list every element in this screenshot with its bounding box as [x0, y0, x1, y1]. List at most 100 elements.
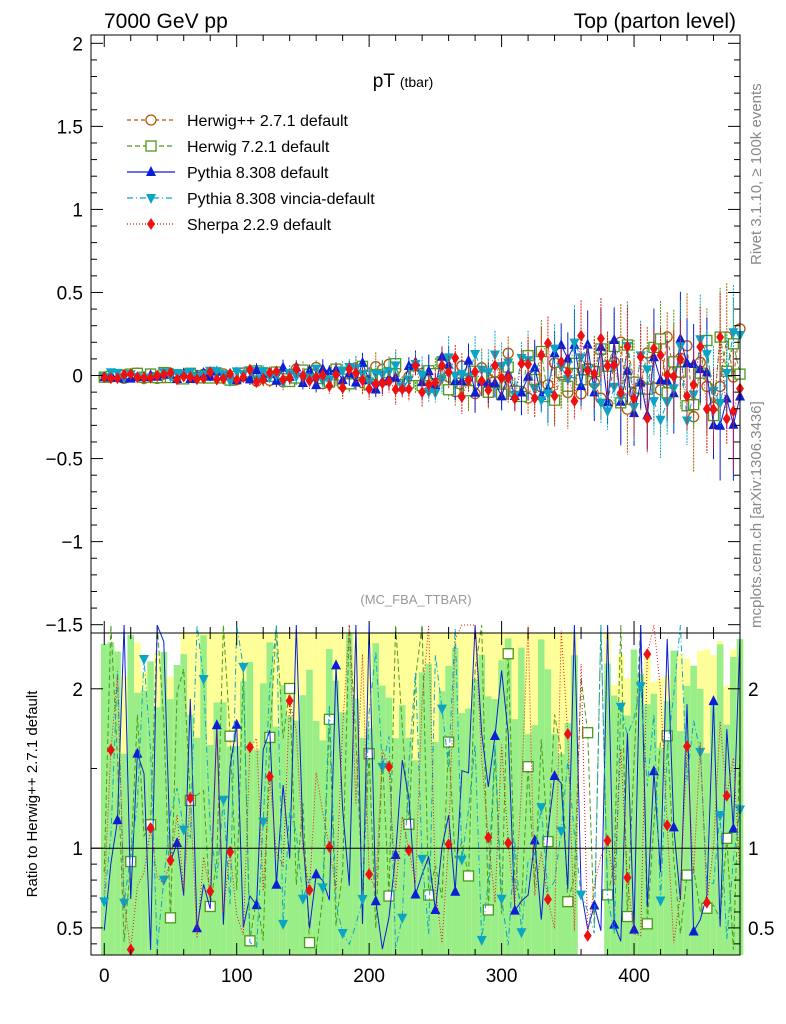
ratio-data-point	[615, 702, 626, 713]
data-point	[636, 350, 645, 363]
data-point	[683, 389, 692, 402]
ratio-data-point	[284, 682, 296, 695]
data-point	[231, 367, 242, 378]
ratio-data-point	[509, 904, 520, 915]
data-point	[630, 392, 639, 405]
data-point	[225, 376, 236, 387]
data-point	[212, 373, 221, 386]
ratio-series-2	[103, 624, 741, 951]
data-point	[298, 369, 307, 382]
data-point	[582, 338, 593, 349]
ratio-band-inner	[538, 639, 545, 955]
data-point	[524, 358, 533, 371]
ratio-band-inner	[213, 702, 221, 955]
ratio-band-inner	[153, 707, 161, 955]
ratio-data-point	[504, 837, 513, 850]
data-point	[305, 374, 314, 387]
data-point	[688, 390, 699, 401]
ratio-band-inner	[312, 721, 320, 955]
ratio-band-inner	[140, 690, 148, 955]
ratio-band-inner	[544, 669, 552, 955]
ratio-band-inner	[670, 650, 678, 955]
main-title: pT (tbar)	[373, 71, 434, 92]
ratio-band-inner	[478, 654, 486, 955]
ratio-band-inner	[240, 681, 247, 955]
ratio-data-point	[623, 871, 632, 884]
mcplots-label: mcplots.cern.ch [arXiv:1306.3436]	[748, 401, 765, 628]
data-point	[721, 368, 732, 379]
ratio-data-point	[695, 747, 706, 758]
ratio-band-inner	[134, 692, 141, 955]
ratio-band-inner	[683, 685, 691, 955]
ratio-band-inner	[206, 744, 214, 955]
data-point	[517, 357, 526, 370]
ratio-ytick-label: 0.5	[57, 919, 83, 940]
data-point	[722, 412, 731, 425]
ratio-ytick-label: 2	[72, 680, 83, 701]
data-point	[471, 365, 480, 378]
ratio-ytick-label-right: 2	[748, 680, 759, 701]
ratio-band-inner	[160, 651, 168, 955]
legend-marker	[147, 218, 155, 230]
ratio-data-point	[582, 727, 594, 739]
ratio-data-point	[410, 888, 421, 899]
data-point	[265, 366, 274, 379]
ratio-band-inner	[571, 655, 578, 955]
data-point	[411, 359, 420, 372]
ratio-data-point	[715, 811, 726, 822]
ratio-data-point	[178, 825, 189, 836]
data-point	[179, 370, 188, 383]
ratio-data-point	[702, 896, 711, 909]
ratio-band-inner	[147, 661, 154, 955]
data-point	[543, 337, 552, 350]
ratio-data-point	[172, 836, 183, 847]
ratio-data-point	[681, 869, 693, 881]
data-point	[701, 350, 712, 361]
data-point	[496, 362, 507, 373]
ratio-data-point	[516, 928, 527, 939]
data-point	[504, 371, 513, 384]
legend-label: Pythia 8.308 vincia-default	[187, 191, 375, 208]
ratio-data-point	[158, 875, 169, 886]
data-point	[655, 415, 666, 426]
ratio-data-point	[663, 819, 672, 832]
ratio-band-inner	[326, 649, 333, 955]
ratio-band-inner	[438, 691, 446, 955]
ratio-data-point	[404, 844, 413, 857]
data-point	[642, 365, 653, 376]
data-point	[404, 382, 413, 395]
ratio-xtick-label: 300	[486, 966, 518, 987]
header-right: Top (parton level)	[574, 10, 736, 33]
data-point	[542, 389, 553, 400]
data-point	[159, 368, 168, 381]
data-point	[345, 363, 354, 376]
data-point	[437, 359, 446, 372]
ratio-band-inner	[425, 663, 433, 955]
data-point	[556, 339, 567, 350]
ratio-data-point	[668, 821, 679, 832]
data-point	[285, 371, 294, 384]
data-point	[602, 407, 613, 418]
main-panel: −1.5 −1 −0.5 0 0.5 1 1.5 2 pT (tbar) (MC_FBA_TT…	[45, 34, 746, 637]
ratio-band-inner	[504, 638, 512, 955]
data-point	[206, 366, 215, 379]
data-point	[715, 398, 726, 409]
ratio-data-point	[589, 899, 600, 910]
data-point	[444, 366, 453, 379]
data-point	[325, 379, 334, 392]
data-point	[113, 372, 122, 385]
data-point	[312, 371, 321, 384]
ratio-data-point	[683, 740, 692, 753]
ratio-data-point	[529, 834, 540, 845]
main-data-layer	[98, 271, 746, 481]
ratio-ytick-label-right: 0.5	[748, 919, 774, 940]
main-ytick-label: 1.5	[57, 117, 83, 138]
data-point	[688, 357, 699, 368]
ratio-xtick-label: 0	[99, 966, 110, 987]
data-point	[728, 418, 739, 429]
ratio-band-inner	[511, 719, 519, 955]
ratio-data-point	[556, 826, 567, 837]
ratio-data-point	[397, 913, 408, 924]
ratio-band-inner	[716, 644, 724, 955]
ratio-data-point	[385, 760, 394, 773]
